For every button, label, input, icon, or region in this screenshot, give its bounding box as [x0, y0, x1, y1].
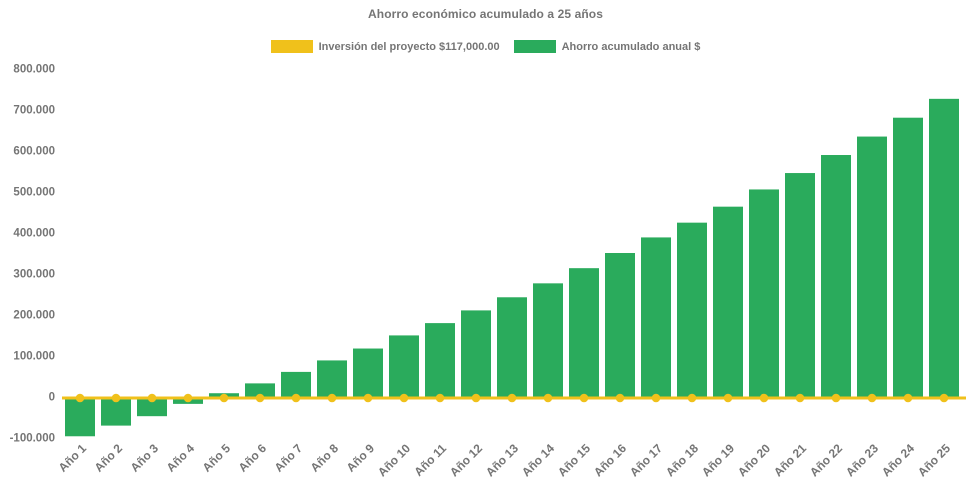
bar-ahorro-acumulado	[137, 396, 167, 417]
line-point-icon	[831, 393, 841, 403]
y-axis-tick-label: 800.000	[13, 64, 55, 76]
x-axis-tick-label: Año 25	[915, 441, 953, 479]
bar-ahorro-acumulado	[749, 189, 779, 397]
line-point-icon	[759, 393, 769, 403]
bar-ahorro-acumulado	[605, 253, 635, 397]
x-axis-tick-label: Año 3	[128, 441, 162, 475]
line-point-icon	[75, 393, 85, 403]
bar-ahorro-acumulado	[497, 297, 527, 397]
x-axis-tick-label: Año 9	[344, 441, 378, 475]
x-axis-tick-label: Año 20	[735, 441, 773, 479]
line-point-icon	[111, 393, 121, 403]
y-axis-tick-label: 0	[49, 392, 55, 404]
legend-label-inversion: Inversión del proyecto $117,000.00	[318, 40, 500, 53]
line-point-icon	[183, 393, 193, 403]
x-axis-tick-label: Año 22	[807, 441, 845, 479]
bar-ahorro-acumulado	[353, 348, 383, 397]
bar-ahorro-acumulado	[317, 360, 347, 397]
legend-swatch-inversion-icon	[270, 40, 313, 53]
line-point-icon	[615, 393, 625, 403]
bar-ahorro-acumulado	[281, 371, 311, 397]
y-axis-tick-label: 100.000	[13, 351, 55, 363]
y-axis-tick-label: 700.000	[13, 105, 55, 117]
line-point-icon	[687, 393, 697, 403]
line-point-icon	[507, 393, 517, 403]
x-axis-tick-label: Año 8	[308, 441, 342, 475]
x-axis-tick-label: Año 16	[591, 441, 629, 479]
x-axis-tick-label: Año 23	[843, 441, 881, 479]
bar-ahorro-acumulado	[677, 222, 707, 397]
x-axis-tick-label: Año 24	[879, 441, 917, 479]
x-axis-tick-label: Año 10	[375, 441, 413, 479]
x-axis-tick-label: Año 13	[483, 441, 521, 479]
line-point-icon	[579, 393, 589, 403]
legend-item-ahorro[interactable]: Ahorro acumulado anual $	[513, 40, 701, 53]
bar-ahorro-acumulado	[713, 206, 743, 397]
line-point-icon	[291, 393, 301, 403]
x-axis-tick-label: Año 2	[92, 441, 126, 475]
y-axis-tick-label: 500.000	[13, 187, 55, 199]
x-axis-tick-label: Año 19	[699, 441, 737, 479]
line-point-icon	[903, 393, 913, 403]
line-point-icon	[939, 393, 949, 403]
bar-ahorro-acumulado	[245, 383, 275, 397]
line-point-icon	[399, 393, 409, 403]
x-axis-tick-label: Año 4	[164, 441, 198, 475]
bar-ahorro-acumulado	[533, 283, 563, 397]
line-point-icon	[363, 393, 373, 403]
x-axis-tick-label: Año 11	[411, 441, 449, 479]
line-point-icon	[327, 393, 337, 403]
bar-ahorro-acumulado	[569, 268, 599, 397]
x-axis-tick-label: Año 18	[663, 441, 701, 479]
y-axis-tick-label: 300.000	[13, 269, 55, 281]
bar-ahorro-acumulado	[425, 323, 455, 397]
x-axis-tick-label: Año 1	[56, 441, 90, 475]
y-axis-tick-label: -100.000	[10, 433, 55, 445]
y-axis-tick-label: 400.000	[13, 228, 55, 240]
y-axis-tick-label: 200.000	[13, 310, 55, 322]
legend-item-inversion[interactable]: Inversión del proyecto $117,000.00	[270, 40, 500, 53]
chart-legend: Inversión del proyecto $117,000.00 Ahorr…	[0, 40, 971, 53]
line-point-icon	[795, 393, 805, 403]
x-axis-tick-label: Año 5	[200, 441, 234, 475]
x-axis-tick-label: Año 6	[236, 441, 270, 475]
bar-ahorro-acumulado	[65, 396, 95, 437]
line-point-icon	[543, 393, 553, 403]
bar-ahorro-acumulado	[461, 310, 491, 397]
x-axis-tick-label: Año 15	[555, 441, 593, 479]
bar-ahorro-acumulado	[857, 136, 887, 397]
bar-ahorro-acumulado	[821, 155, 851, 397]
line-point-icon	[219, 393, 229, 403]
legend-swatch-ahorro-icon	[513, 40, 556, 53]
legend-label-ahorro: Ahorro acumulado anual $	[561, 40, 701, 53]
bar-ahorro-acumulado	[641, 237, 671, 397]
bar-ahorro-acumulado	[785, 173, 815, 397]
x-axis-tick-label: Año 14	[519, 441, 557, 479]
bar-ahorro-acumulado	[929, 98, 959, 397]
x-axis-tick-label: Año 7	[272, 441, 306, 475]
bar-ahorro-acumulado	[893, 117, 923, 397]
x-axis-tick-label: Año 21	[771, 441, 809, 479]
line-point-icon	[471, 393, 481, 403]
line-point-icon	[435, 393, 445, 403]
line-point-icon	[255, 393, 265, 403]
x-axis-tick-label: Año 12	[447, 441, 485, 479]
chart-title: Ahorro económico acumulado a 25 años	[368, 7, 603, 21]
line-point-icon	[147, 393, 157, 403]
y-axis-tick-label: 600.000	[13, 146, 55, 158]
x-axis-tick-label: Año 17	[627, 441, 665, 479]
line-point-icon	[651, 393, 661, 403]
line-point-icon	[723, 393, 733, 403]
line-point-icon	[867, 393, 877, 403]
bar-ahorro-acumulado	[389, 335, 419, 397]
